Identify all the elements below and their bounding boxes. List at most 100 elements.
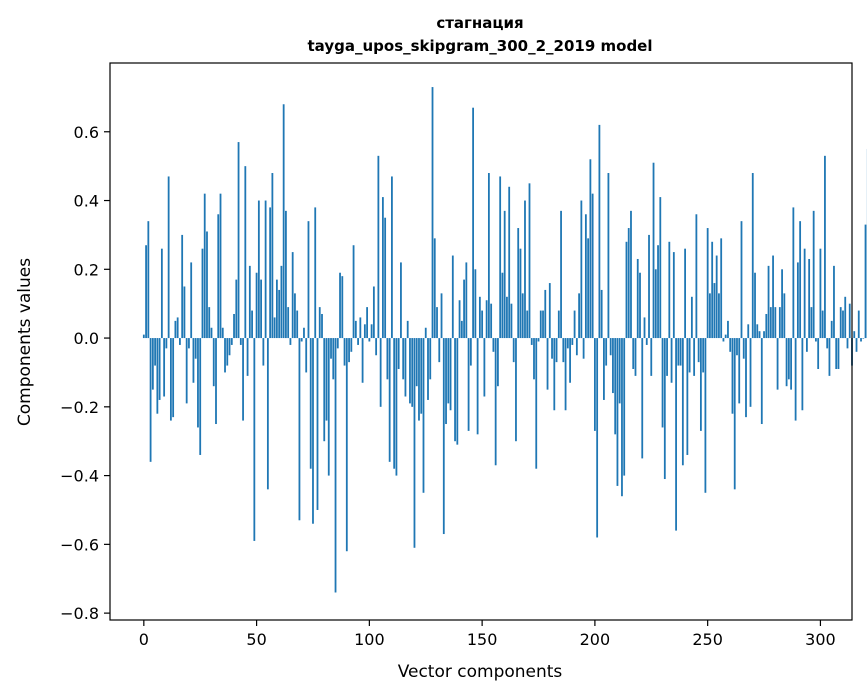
bar-34	[219, 193, 222, 339]
bar-310	[842, 310, 844, 339]
bar-271	[754, 272, 756, 339]
bar-186	[562, 338, 565, 363]
bar-11	[167, 176, 170, 339]
y-tick-label: −0.8	[60, 604, 99, 623]
bar-154	[490, 303, 493, 339]
y-tick-label: −0.2	[60, 398, 99, 417]
bar-240	[684, 248, 686, 339]
bar-134	[445, 338, 447, 425]
bar-298	[815, 338, 817, 342]
bar-72	[305, 338, 308, 373]
bar-258	[724, 334, 727, 339]
bar-167	[519, 248, 522, 339]
bar-308	[837, 338, 840, 369]
bar-235	[672, 252, 675, 339]
bar-26	[201, 248, 204, 339]
bar-69	[298, 338, 301, 521]
bar-245	[695, 214, 698, 339]
bar-299	[817, 338, 820, 369]
bar-22	[192, 338, 195, 383]
bar-75	[312, 338, 314, 524]
x-tick-label: 0	[139, 630, 149, 649]
bar-269	[749, 338, 752, 407]
bar-18	[183, 286, 186, 339]
bar-23	[194, 338, 197, 359]
bar-145	[469, 338, 472, 366]
bar-215	[627, 228, 630, 339]
bar-259	[727, 320, 729, 339]
bar-63	[285, 210, 287, 339]
bar-206	[607, 173, 610, 339]
bar-77	[316, 338, 319, 510]
bar-151	[483, 338, 486, 397]
bar-112	[395, 338, 398, 476]
bar-214	[625, 241, 628, 339]
bar-97	[361, 338, 364, 383]
y-tick-label: 0.2	[74, 260, 99, 279]
x-axis-ticks: 0 50 100 150 200 250 300	[139, 620, 836, 649]
bar-187	[564, 338, 567, 411]
bar-128	[431, 87, 434, 339]
bar-226	[652, 162, 655, 339]
bar-174	[535, 338, 538, 469]
bar-113	[397, 338, 400, 369]
bar-160	[503, 210, 506, 339]
bar-56	[269, 207, 272, 339]
bar-178	[544, 289, 547, 339]
bar-193	[578, 293, 580, 339]
bar-292	[801, 338, 804, 411]
bar-41	[235, 279, 238, 339]
bar-158	[499, 176, 502, 339]
bar-267	[745, 338, 747, 418]
bar-84	[332, 338, 335, 380]
bar-2	[147, 221, 150, 339]
bar-295	[808, 258, 811, 339]
bar-172	[530, 338, 533, 345]
bar-248	[702, 338, 705, 373]
bar-126	[427, 338, 429, 400]
bar-250	[706, 228, 709, 339]
bar-203	[600, 289, 603, 339]
y-axis-ticks: −0.8 −0.6 −0.4 −0.2 0.0 0.2 0.4 0.6	[60, 123, 110, 623]
bar-39	[230, 338, 233, 345]
bar-92	[350, 338, 353, 352]
bar-170	[526, 310, 529, 339]
bar-199	[591, 193, 594, 339]
bar-127	[429, 338, 432, 380]
bar-273	[758, 331, 761, 339]
bar-225	[650, 338, 653, 376]
y-tick-label: −0.6	[60, 535, 99, 554]
bar-137	[451, 255, 454, 339]
bar-242	[688, 338, 691, 373]
bar-303	[826, 338, 829, 349]
bar-47	[248, 265, 251, 339]
bar-194	[580, 200, 583, 339]
bar-142	[463, 279, 465, 339]
bar-202	[598, 124, 601, 339]
bar-50	[255, 272, 258, 339]
bar-59	[275, 279, 278, 339]
bar-4	[151, 338, 154, 390]
bar-205	[605, 338, 608, 366]
bar-141	[460, 320, 463, 339]
bar-49	[253, 338, 256, 541]
bar-24	[197, 338, 199, 428]
bar-278	[769, 307, 772, 339]
x-tick-label: 200	[580, 630, 611, 649]
bar-236	[675, 338, 677, 531]
bar-306	[833, 265, 835, 339]
bar-270	[751, 173, 754, 339]
bar-8	[160, 248, 163, 339]
bar-265	[740, 221, 743, 339]
chart-title: стагнация	[436, 14, 523, 32]
bar-20	[188, 338, 190, 349]
bar-157	[497, 338, 499, 387]
bar-37	[226, 338, 229, 366]
bar-58	[273, 317, 276, 339]
bar-302	[824, 155, 826, 339]
bar-230	[661, 338, 664, 428]
bar-96	[359, 317, 362, 339]
bar-81	[325, 338, 328, 421]
bar-297	[812, 210, 815, 339]
